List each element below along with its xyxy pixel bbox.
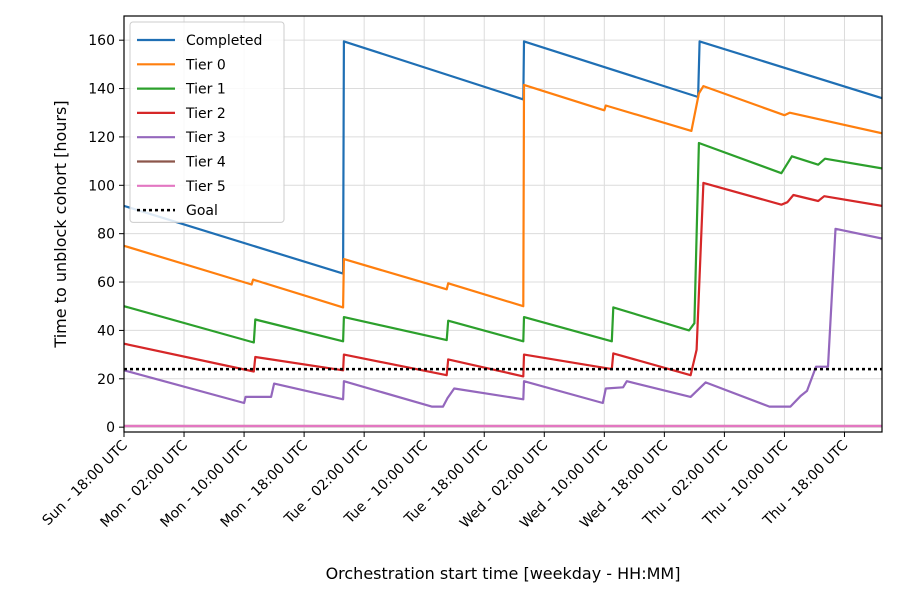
legend-box [129, 21, 285, 223]
y-tick-label: 40 [97, 323, 115, 339]
series-line-tier-1 [124, 141, 882, 344]
legend-label: Tier 4 [185, 155, 226, 171]
legend-label: Tier 3 [185, 130, 226, 146]
legend: Completed Tier 0 Tier 1 Tier 2 Tier 3 Tier 4 T… [129, 21, 285, 223]
series-line-completed [124, 40, 882, 275]
series-line-tier-0 [124, 83, 882, 309]
y-axis-label: Time to unblock cohort [hours] [51, 100, 70, 348]
x-axis-label: Orchestration start time [weekday - HH:M… [326, 564, 681, 583]
series-line-tier-3 [124, 227, 882, 408]
legend-label: Goal [186, 203, 218, 219]
y-tick-label: 80 [97, 227, 115, 243]
legend-label: Completed [186, 33, 262, 49]
y-tick-label: 0 [106, 420, 115, 436]
plot-frame [123, 15, 883, 433]
legend-label: Tier 0 [185, 57, 226, 73]
grid [123, 16, 882, 432]
y-tick-label: 120 [88, 130, 115, 146]
y-tick-label: 20 [97, 372, 115, 388]
series-group [124, 40, 882, 428]
series-line-tier-2 [124, 181, 882, 378]
legend-label: Tier 2 [185, 106, 226, 122]
y-tick-label: 140 [88, 82, 115, 98]
legend-label: Tier 5 [185, 179, 226, 195]
y-tick-label: 100 [88, 178, 115, 194]
y-tick-label: 160 [88, 33, 115, 49]
legend-label: Tier 1 [185, 82, 226, 98]
y-tick-label: 60 [97, 275, 115, 291]
